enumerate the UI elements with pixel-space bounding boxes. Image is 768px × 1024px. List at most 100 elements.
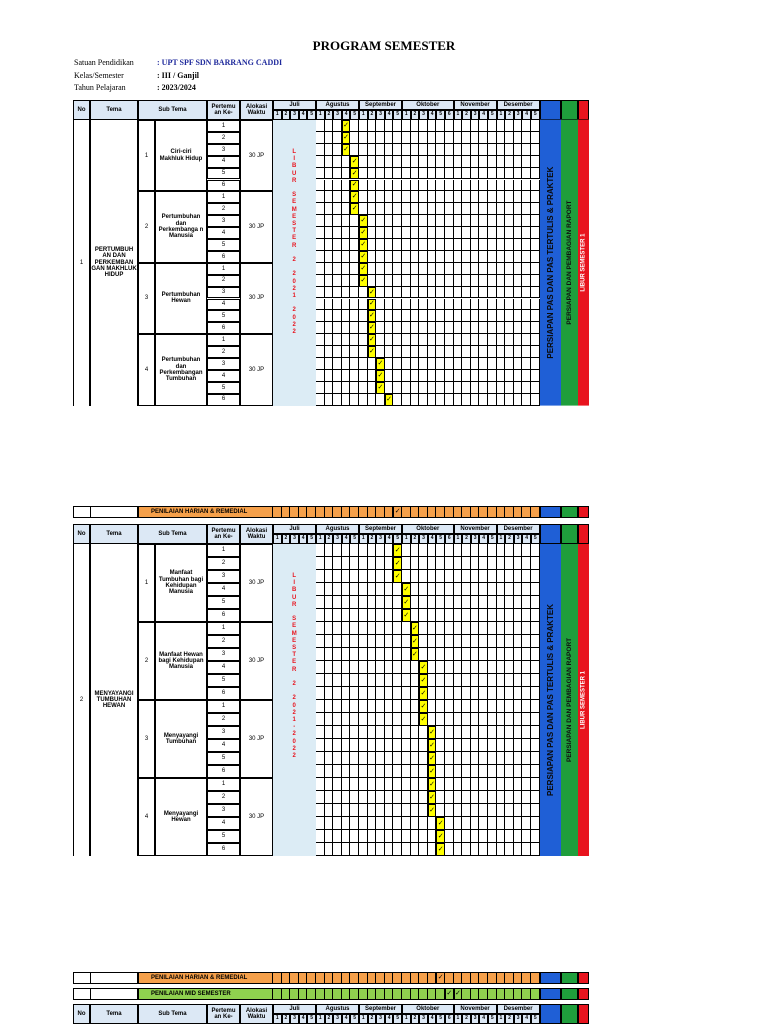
banner-week-cell bbox=[333, 988, 342, 1000]
schedule-cell bbox=[470, 155, 480, 168]
libur-letter: S bbox=[292, 645, 297, 651]
month-header: Oktober bbox=[402, 100, 454, 110]
schedule-cell bbox=[488, 274, 497, 287]
schedule-cell bbox=[479, 739, 488, 752]
schedule-cell bbox=[445, 622, 454, 635]
check-mark: ✓ bbox=[367, 346, 377, 358]
schedule-cell bbox=[488, 393, 497, 406]
schedule-cell bbox=[479, 191, 488, 204]
schedule-cell bbox=[453, 381, 463, 394]
schedule-cell bbox=[505, 346, 514, 358]
schedule-cell bbox=[359, 726, 368, 739]
schedule-cell bbox=[531, 381, 540, 394]
schedule-cell bbox=[419, 215, 428, 228]
schedule-cell bbox=[479, 726, 488, 739]
schedule-cell bbox=[436, 346, 445, 358]
schedule-cell bbox=[367, 215, 377, 228]
week-number: 4 bbox=[522, 534, 531, 544]
schedule-cell bbox=[505, 830, 514, 843]
subtema-name: Ciri-ciri Makhluk Hidup bbox=[155, 120, 207, 192]
schedule-cell bbox=[513, 674, 523, 687]
week-number: 2 bbox=[505, 534, 514, 544]
schedule-cell bbox=[462, 143, 471, 156]
schedule-cell bbox=[359, 609, 368, 622]
schedule-cell bbox=[445, 143, 454, 156]
libur-letter: - bbox=[293, 724, 296, 731]
check-mark: ✓ bbox=[359, 227, 368, 239]
banner-week-cell bbox=[273, 506, 282, 518]
schedule-cell bbox=[462, 661, 471, 674]
schedule-cell bbox=[453, 570, 463, 583]
schedule-cell bbox=[384, 262, 394, 275]
schedule-cell bbox=[453, 346, 463, 358]
schedule-cell bbox=[488, 843, 497, 856]
subtema-number: 3 bbox=[138, 262, 155, 335]
schedule-cell bbox=[402, 570, 411, 583]
schedule-cell bbox=[505, 674, 514, 687]
month-header: Agustus bbox=[316, 1004, 359, 1014]
month-header: Oktober bbox=[402, 524, 454, 534]
schedule-cell bbox=[341, 687, 351, 700]
schedule-cell bbox=[496, 765, 506, 778]
schedule-cell bbox=[505, 648, 514, 661]
schedule-cell bbox=[488, 674, 497, 687]
schedule-cell bbox=[316, 381, 325, 394]
schedule-cell bbox=[462, 155, 471, 168]
schedule-cell bbox=[316, 674, 325, 687]
schedule-cell bbox=[350, 596, 359, 609]
schedule-cell bbox=[445, 609, 454, 622]
schedule-cell bbox=[333, 648, 342, 661]
schedule-cell bbox=[496, 648, 506, 661]
schedule-cell bbox=[316, 215, 325, 228]
schedule-cell bbox=[488, 596, 497, 609]
banner-week-cell bbox=[488, 988, 497, 1000]
check-mark: ✓ bbox=[436, 830, 445, 843]
schedule-cell bbox=[427, 286, 437, 299]
schedule-cell bbox=[341, 215, 351, 228]
schedule-cell bbox=[453, 262, 463, 275]
schedule-cell bbox=[479, 250, 488, 263]
schedule-cell bbox=[333, 286, 342, 299]
schedule-cell bbox=[462, 843, 471, 856]
schedule-cell bbox=[453, 274, 463, 287]
schedule-cell bbox=[402, 635, 411, 648]
subtema-number: 4 bbox=[138, 778, 155, 856]
schedule-cell bbox=[333, 583, 342, 596]
schedule-cell bbox=[505, 334, 514, 347]
schedule-cell bbox=[402, 155, 411, 168]
week-number: 1 bbox=[359, 110, 368, 120]
week-number: 5 bbox=[393, 110, 402, 120]
schedule-cell bbox=[505, 310, 514, 323]
schedule-cell bbox=[333, 752, 342, 765]
schedule-cell bbox=[333, 274, 342, 287]
header-alokasi: Alokasi Waktu bbox=[240, 524, 273, 544]
schedule-cell bbox=[419, 830, 428, 843]
schedule-cell bbox=[410, 778, 420, 791]
schedule-cell bbox=[350, 726, 359, 739]
banner-week-cell bbox=[341, 988, 351, 1000]
month-header: Desember bbox=[496, 1004, 540, 1014]
schedule-cell bbox=[341, 167, 351, 180]
schedule-cell bbox=[531, 726, 540, 739]
schedule-cell bbox=[410, 334, 420, 347]
header-no: No bbox=[73, 1004, 90, 1024]
schedule-cell bbox=[350, 286, 359, 299]
schedule-cell bbox=[488, 358, 497, 370]
schedule-cell bbox=[384, 179, 394, 192]
schedule-cell bbox=[419, 622, 428, 635]
schedule-cell bbox=[359, 167, 368, 180]
schedule-cell bbox=[445, 227, 454, 239]
schedule-cell bbox=[376, 635, 385, 648]
schedule-cell bbox=[453, 635, 463, 648]
schedule-cell bbox=[350, 635, 359, 648]
schedule-cell bbox=[419, 143, 428, 156]
banner-week-cell bbox=[281, 988, 291, 1000]
schedule-cell bbox=[513, 635, 523, 648]
schedule-cell bbox=[350, 713, 359, 726]
schedule-cell bbox=[505, 167, 514, 180]
schedule-cell bbox=[445, 381, 454, 394]
schedule-cell bbox=[324, 310, 334, 323]
libur-letter: 2 bbox=[292, 321, 296, 328]
schedule-cell bbox=[513, 167, 523, 180]
schedule-cell bbox=[513, 131, 523, 144]
